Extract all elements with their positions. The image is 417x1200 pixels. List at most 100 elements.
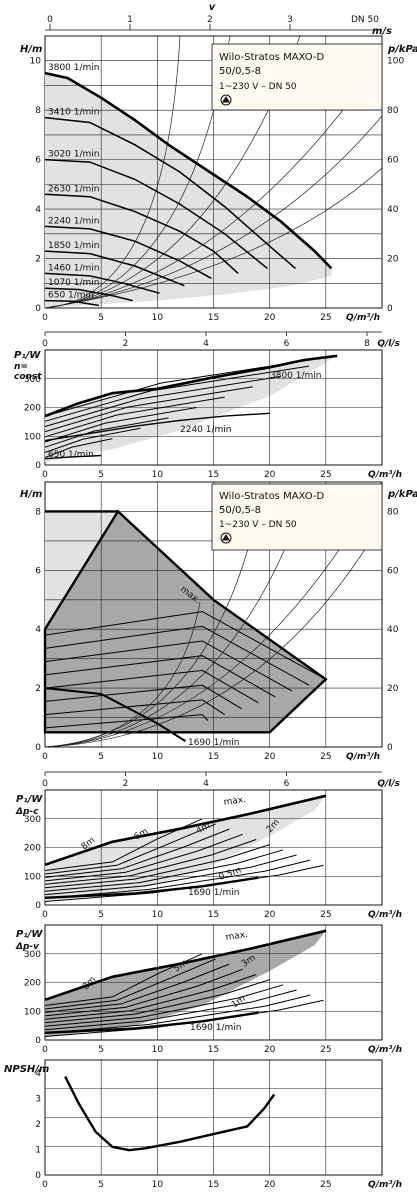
y-tick-label: 0 [35, 743, 41, 753]
y-tick-label: 1 [35, 1145, 41, 1155]
min-power-curve [44, 1011, 259, 1034]
min-curve [44, 687, 186, 742]
y-tick-label: 0 [35, 304, 41, 314]
speed-curve-label: 1070 1/min [48, 278, 100, 288]
panel-hq: v m/s 0 1 2 3 DN 50 3800 1/min 3410 1/min 3020 1/… [20, 2, 417, 349]
top-axis-unit: m/s [372, 26, 392, 37]
speed-curve [44, 71, 333, 270]
pump-symbol-triangle-icon [222, 534, 230, 541]
x-tick-label: 20 [264, 752, 276, 762]
speed-curve [44, 250, 185, 287]
speed-curve-label: 3800 1/min [48, 63, 100, 73]
y-tick-label: 8 [35, 507, 41, 517]
mode-label: Δp-c [15, 807, 39, 817]
speed-curve [44, 272, 160, 294]
y2-tick-label: 60 [387, 156, 399, 166]
speed-curve-label: 650 1/min [48, 291, 94, 301]
y-tick-label: 0 [35, 901, 41, 911]
x-tick-label: 20 [264, 313, 276, 323]
power-control-curve [44, 974, 257, 1020]
lps-tick-label: 6 [284, 339, 290, 349]
dn-note: DN 50 [351, 15, 379, 25]
power-control-curve [44, 828, 230, 878]
power-speed-curve [44, 454, 102, 460]
power-curve [44, 438, 113, 458]
panel-power-const: 3800 1/min 2240 1/min 650 1/min P₁/Wn=const… [14, 349, 402, 480]
top-tick-label: 2 [207, 15, 213, 25]
x-tick-label: 10 [152, 752, 164, 762]
power-label-min: 650 1/min [48, 450, 94, 460]
top-tick-label: 0 [47, 15, 53, 25]
lps-axis-title: Q/l/s [377, 779, 400, 789]
x-tick-label: 25 [320, 1045, 331, 1055]
x-axis-title: Q/m³/h [368, 910, 402, 920]
x-tick-label: 20 [264, 1045, 276, 1055]
x-tick-label: 5 [98, 313, 104, 323]
y-tick-label: 0 [35, 1036, 41, 1046]
gridlines [45, 350, 382, 465]
system-curve [44, 521, 383, 748]
power-control-curve [44, 994, 311, 1034]
y-axis-title: P₁/W [14, 350, 41, 361]
system-curve [44, 59, 381, 309]
y-tick-label: 4 [35, 625, 41, 635]
x-tick-label: 25 [320, 910, 331, 920]
speed-curve-label: 1460 1/min [48, 263, 100, 273]
pump-symbol-icon [220, 94, 232, 106]
power-curve [44, 407, 197, 443]
control-curve [44, 625, 310, 686]
x-tick-label: 0 [42, 470, 48, 480]
y-axis-title: NPSH/m [4, 1064, 49, 1075]
x-tick-label: 5 [98, 1045, 104, 1055]
gridlines [45, 1060, 382, 1175]
x-tick-label: 25 [320, 1180, 331, 1190]
x-tick-label: 15 [208, 313, 219, 323]
y-tick-label: 2 [35, 684, 41, 694]
y-tick-label: 6 [35, 566, 41, 576]
power-control-curve [44, 859, 311, 899]
power-control-curve [44, 963, 230, 1013]
y-tick-label: 100 [24, 1007, 41, 1017]
power-control-curve [44, 989, 297, 1031]
control-curve [44, 611, 327, 680]
info-box-title: Wilo-Stratos MAXO-D [219, 491, 325, 502]
x-tick-label: 0 [42, 752, 48, 762]
mode-label: n= [14, 362, 28, 372]
power-control-curve [44, 968, 243, 1017]
y2-tick-label: 80 [387, 106, 399, 116]
max-power-curve [44, 929, 327, 1002]
y-tick-label: 200 [24, 979, 41, 989]
system-curve [44, 511, 301, 748]
min-speed-label: 1690 1/min [188, 738, 240, 748]
lps-tick-label: 2 [123, 339, 129, 349]
panel-npsh: NPSH/m 0 1 2 3 4 0 5 10 15 20 25 Q/m³/h [4, 1059, 402, 1190]
y-tick-label: 300 [24, 950, 41, 960]
y-tick-label: 10 [30, 57, 42, 67]
y-axis-title: P₁/W [16, 794, 43, 805]
x-tick-label: 10 [152, 1045, 164, 1055]
speed-curve [44, 225, 212, 279]
y-tick-label: 200 [24, 404, 41, 414]
x-axis-title: Q/m³/h [346, 313, 380, 323]
pump-symbol-icon [220, 532, 232, 544]
y-tick-label: 2 [35, 255, 41, 265]
power-control-curve [44, 979, 270, 1024]
lps-tick-label: 8 [364, 339, 370, 349]
x-axis-title: Q/m³/h [368, 470, 402, 480]
x-tick-label: 10 [152, 470, 164, 480]
speed-curve-label: 3410 1/min [48, 108, 100, 118]
lps-tick-label: 6 [284, 779, 290, 789]
power-label-max: 3800 1/min [270, 371, 322, 381]
x-tick-label: 0 [42, 313, 48, 323]
y2-tick-label: 40 [387, 625, 399, 635]
top-tick-label: 1 [127, 15, 133, 25]
system-curve [44, 115, 383, 309]
info-box-model: 50/0,5-8 [219, 66, 261, 77]
x-axis-title: Q/m³/h [368, 1180, 402, 1190]
y-axis-title: H/m [20, 44, 42, 55]
speed-curve [44, 158, 268, 269]
mode-label: Δp-v [15, 942, 40, 952]
speed-curve-label: 1850 1/min [48, 241, 100, 251]
